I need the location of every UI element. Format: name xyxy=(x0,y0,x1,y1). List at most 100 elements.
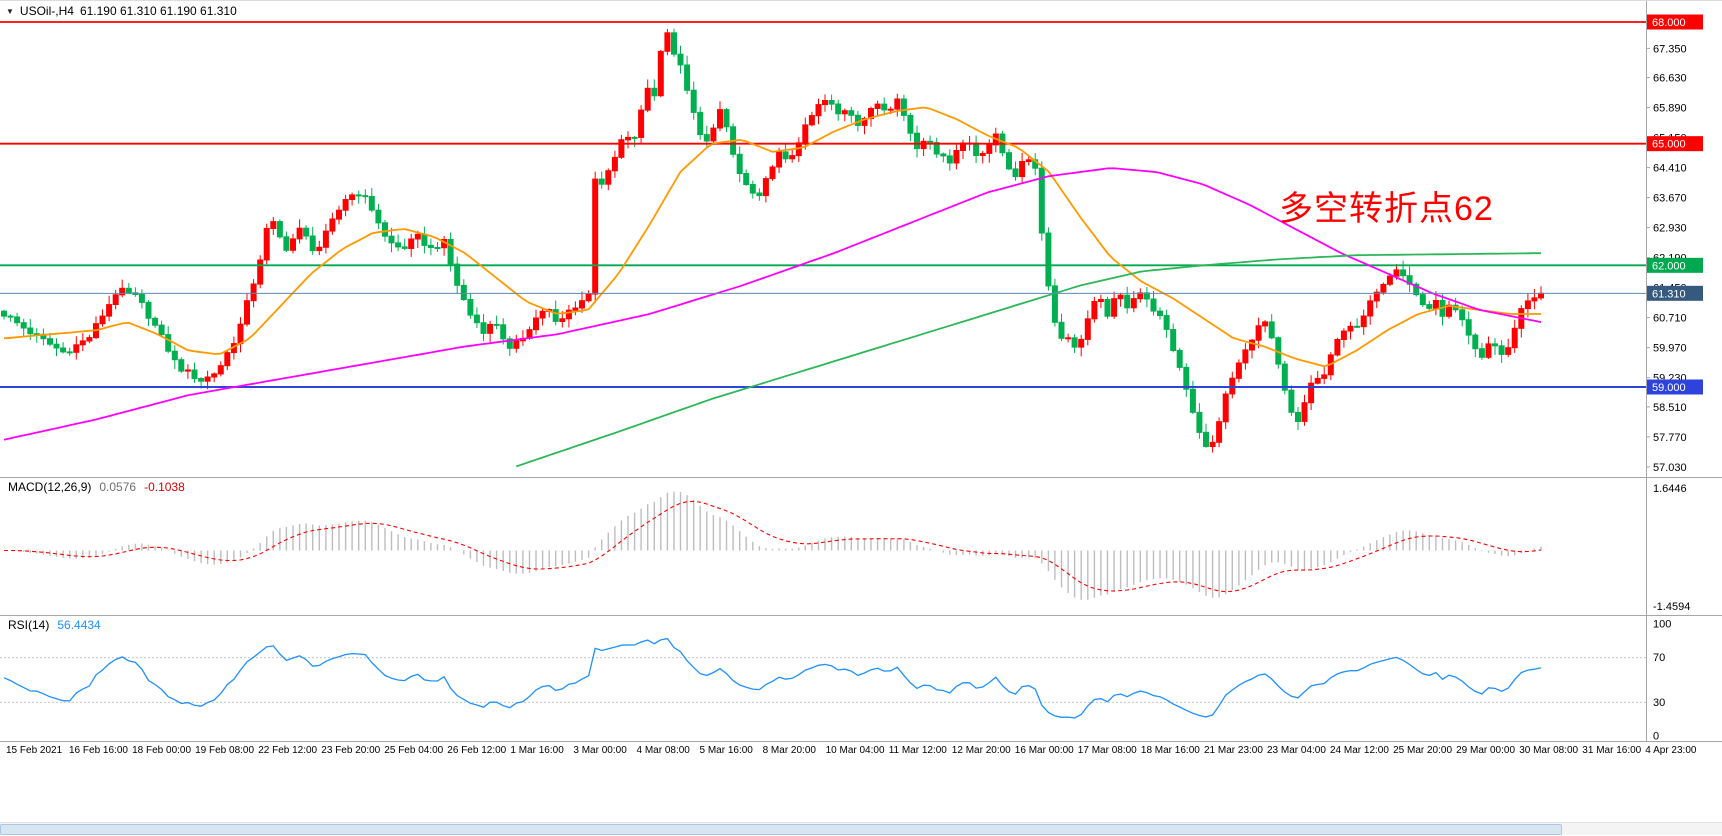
candle-body xyxy=(579,300,585,309)
candle-body xyxy=(1019,161,1026,178)
candle-body xyxy=(401,246,408,249)
candle-body xyxy=(375,209,382,224)
time-axis-label: 24 Mar 12:00 xyxy=(1330,745,1389,756)
candle-body xyxy=(270,221,277,230)
candle-body xyxy=(657,50,664,97)
time-axis-label: 25 Mar 20:00 xyxy=(1393,745,1452,756)
macd-indicator-label: MACD(12,26,9) 0.0576 -0.1038 xyxy=(8,480,185,494)
candle-body xyxy=(736,153,743,175)
candle-body xyxy=(822,100,828,106)
candle-body xyxy=(1006,152,1012,170)
candle-body xyxy=(368,196,375,211)
candle-body xyxy=(1360,315,1367,328)
symbol-ohlc-label: ▼ USOil-,H4 61.190 61.310 61.190 61.310 xyxy=(6,4,237,18)
candle-body xyxy=(1,310,7,317)
time-axis-label: 26 Feb 12:00 xyxy=(447,745,506,756)
candle-body xyxy=(848,110,855,116)
candle-body xyxy=(1222,393,1229,423)
price-label-box xyxy=(1647,285,1703,301)
candle-body xyxy=(789,155,796,160)
candle-body xyxy=(1498,345,1505,355)
time-axis-label: 4 Mar 08:00 xyxy=(637,745,691,756)
candle-body xyxy=(703,134,710,142)
candle-body xyxy=(1288,389,1295,413)
scrollbar-thumb[interactable] xyxy=(0,824,1562,835)
candle-body xyxy=(1255,325,1262,341)
candle-body xyxy=(1117,294,1124,300)
candle-body xyxy=(874,103,881,109)
candle-body xyxy=(1124,294,1131,309)
candle-body xyxy=(244,300,250,325)
candle-body xyxy=(690,89,697,113)
price-axis[interactable]: 68.00067.35066.63065.89065.15064.41063.6… xyxy=(1646,17,1687,474)
candle-body xyxy=(1538,292,1544,299)
candle-body xyxy=(631,136,638,139)
candle-body xyxy=(336,209,342,220)
candle-body xyxy=(414,233,421,240)
candle-body xyxy=(1321,374,1328,379)
candle-body xyxy=(198,378,205,382)
candle-body xyxy=(933,142,940,155)
candle-body xyxy=(152,317,159,326)
candle-body xyxy=(611,156,618,172)
candle-body xyxy=(651,87,658,97)
time-axis-label: 16 Feb 16:00 xyxy=(69,745,128,756)
rsi-axis-label: 70 xyxy=(1653,652,1665,664)
candle-body xyxy=(1163,315,1170,330)
candle-body xyxy=(250,283,257,302)
candle-body xyxy=(506,338,513,349)
candle-body xyxy=(99,315,106,325)
candle-body xyxy=(1249,339,1255,351)
candle-body xyxy=(565,309,572,320)
candle-body xyxy=(342,199,349,211)
candle-body xyxy=(1262,321,1269,327)
candle-body xyxy=(47,338,53,345)
price-tick-label: 65.890 xyxy=(1653,103,1687,115)
candle-body xyxy=(60,347,67,353)
macd-main-value: 0.0576 xyxy=(99,480,137,494)
time-axis-label: 18 Feb 00:00 xyxy=(132,745,191,756)
candle-body xyxy=(1235,362,1242,379)
candle-body xyxy=(1150,298,1157,312)
candle-body xyxy=(487,323,494,334)
candle-body xyxy=(592,178,599,295)
candle-body xyxy=(1432,300,1439,309)
candle-body xyxy=(283,236,290,251)
candle-body xyxy=(217,365,224,375)
price-tick-label: 62.930 xyxy=(1653,223,1687,235)
time-axis[interactable]: 15 Feb 2021 16 Feb 16:00 18 Feb 00:00 19 Fe… xyxy=(6,745,1697,756)
time-axis-label: 8 Mar 20:00 xyxy=(763,745,817,756)
ma-mid-magenta xyxy=(3,167,1542,441)
candle-body xyxy=(421,233,428,246)
candle-body xyxy=(1380,283,1387,293)
candle-body xyxy=(1268,321,1275,339)
candle-body xyxy=(263,227,270,261)
candle-body xyxy=(664,32,671,52)
candle-body xyxy=(125,287,132,294)
candle-body xyxy=(1308,382,1315,404)
chart-annotation-text: 多空转折点62 xyxy=(1279,190,1494,228)
candle-body xyxy=(473,314,480,324)
candle-body xyxy=(1058,321,1065,339)
candle-body xyxy=(1472,334,1479,350)
candle-body xyxy=(828,100,835,105)
candle-body xyxy=(1492,343,1498,347)
rsi-axis-label: 0 xyxy=(1653,731,1659,743)
candle-body xyxy=(460,284,467,300)
candle-body xyxy=(1400,269,1407,277)
candle-body xyxy=(454,263,461,286)
candle-body xyxy=(618,139,625,158)
candle-body xyxy=(1301,402,1308,422)
price-tick-label: 57.770 xyxy=(1653,432,1687,444)
candle-body xyxy=(1091,301,1098,320)
candle-body xyxy=(1189,388,1196,413)
candle-body xyxy=(1196,411,1203,433)
chart-marker-icon: ▼ xyxy=(6,6,14,16)
candle-body xyxy=(53,343,60,349)
horizontal-scrollbar[interactable] xyxy=(0,822,1722,835)
time-axis-label: 17 Mar 08:00 xyxy=(1078,745,1137,756)
candle-body xyxy=(1025,159,1032,163)
candle-body xyxy=(73,344,80,353)
candle-body xyxy=(1111,298,1118,317)
